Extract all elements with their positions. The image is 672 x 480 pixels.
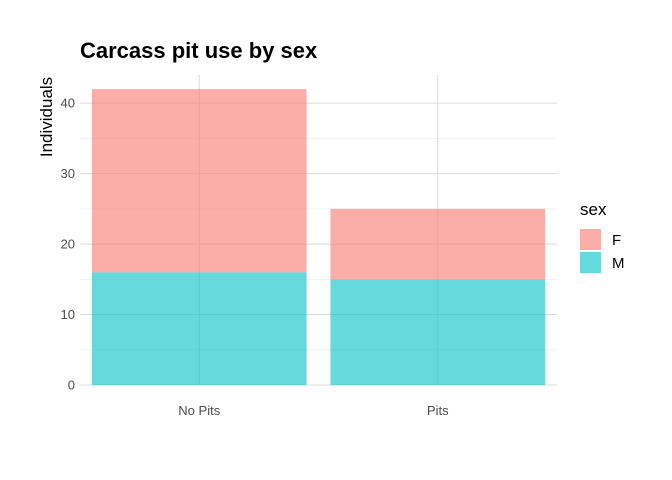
bar-pits-f bbox=[330, 208, 546, 280]
y-tick-label: 30 bbox=[61, 166, 75, 181]
bar-pits-m bbox=[330, 279, 546, 385]
y-tick-label: 0 bbox=[68, 378, 75, 393]
y-axis-title: Individuals bbox=[37, 77, 56, 157]
legend-label-f: F bbox=[612, 232, 621, 249]
legend-label-m: M bbox=[612, 255, 625, 272]
tick-labels-layer: 0 10 20 30 40 No Pits Pits bbox=[61, 96, 450, 418]
y-tick-label: 40 bbox=[61, 96, 75, 111]
y-tick-label: 10 bbox=[61, 307, 75, 322]
x-tick-label: No Pits bbox=[178, 403, 220, 418]
legend-key-m bbox=[580, 252, 601, 273]
bar-no-pits-f bbox=[91, 89, 307, 273]
legend-key-f bbox=[580, 229, 601, 250]
bar-no-pits-m bbox=[91, 272, 307, 385]
bars-layer bbox=[91, 89, 546, 385]
x-tick-label: Pits bbox=[427, 403, 449, 418]
legend-title: sex bbox=[580, 200, 607, 219]
chart-title: Carcass pit use by sex bbox=[80, 38, 318, 63]
legend: sex FM bbox=[580, 200, 625, 273]
y-tick-label: 20 bbox=[61, 237, 75, 252]
